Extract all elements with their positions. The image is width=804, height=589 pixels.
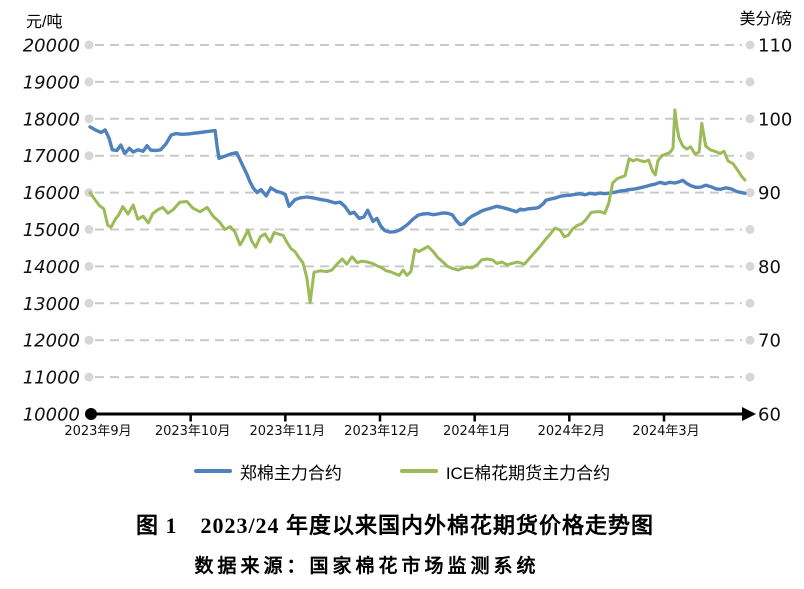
right-axis-tick-label: 60 — [758, 405, 781, 426]
right-axis-tick-label: 90 — [758, 183, 781, 204]
left-axis-tick-label: 11000 — [23, 368, 80, 389]
gridline-right-dot — [745, 335, 755, 345]
legend: 郑棉主力合约 ICE棉花期货主力合约 — [0, 458, 804, 484]
x-axis-month-label: 2023年12月 — [344, 424, 420, 439]
gridline-left-dot — [84, 77, 94, 87]
price-chart: 10000 11000 12000 13000 14000 15000 16000 17000… — [23, 11, 793, 440]
gridline-left-dot — [84, 335, 94, 345]
gridline-left-dot — [84, 298, 94, 308]
gridline-left-dot — [84, 114, 94, 124]
gridline-left-dot — [84, 225, 94, 234]
figure-title: 图 1 2023/24 年度以来国内外棉花期货价格走势图 — [135, 513, 655, 538]
gridline-right-dot — [745, 114, 755, 124]
right-axis-unit-label: 美分/磅 — [739, 11, 792, 28]
x-axis-month-label: 2023年11月 — [250, 424, 326, 439]
x-axis-arrow — [742, 407, 756, 421]
gridline-right-dot — [745, 151, 755, 161]
right-axis-tick-label: 100 — [758, 109, 792, 130]
plot-svg: 10000 11000 12000 13000 14000 15000 16000 17000… — [23, 36, 793, 440]
left-axis-unit-label: 元/吨 — [26, 14, 63, 31]
gridline-right-dot — [745, 298, 755, 308]
gridline-right-dot — [745, 261, 755, 271]
x-axis-month-label: 2023年9月 — [64, 424, 131, 439]
gridline-right-dot — [745, 225, 755, 234]
legend-label-ice: ICE棉花期货主力合约 — [445, 463, 611, 483]
gridline-left-dot — [84, 372, 94, 382]
left-axis-tick-label: 10000 — [23, 405, 80, 426]
right-axis-tick-label: 80 — [758, 257, 781, 278]
figure-source: 数据来源：国家棉花市场监测系统 — [194, 556, 540, 577]
legend-item-zhengmian: 郑棉主力合约 — [193, 459, 342, 484]
x-axis-month-label: 2023年10月 — [155, 424, 231, 439]
series-line-ice — [88, 108, 747, 305]
left-axis-tick-label: 17000 — [23, 146, 80, 167]
left-axis-tick-label: 13000 — [23, 294, 80, 315]
left-axis-tick-label: 15000 — [23, 220, 80, 241]
gridline-right-dot — [745, 40, 755, 50]
x-axis-month-label: 2024年1月 — [443, 424, 510, 439]
gridline-left-dot — [84, 151, 94, 161]
right-axis-tick-label: 110 — [758, 36, 792, 57]
left-axis-tick-label: 14000 — [23, 257, 80, 278]
gridline-right-dot — [745, 188, 755, 198]
legend-item-ice: ICE棉花期货主力合约 — [399, 459, 611, 484]
left-axis-tick-label: 19000 — [23, 72, 80, 93]
gridline-left-dot — [84, 40, 94, 50]
left-axis-tick-label: 20000 — [23, 36, 80, 57]
x-axis-month-label: 2024年2月 — [538, 424, 605, 439]
right-axis-tick-label: 70 — [758, 331, 781, 352]
gridline-right-dot — [745, 77, 755, 87]
gridline-left-dot — [84, 261, 94, 271]
left-axis-tick-label: 18000 — [23, 109, 80, 130]
left-axis-tick-label: 12000 — [23, 331, 80, 352]
series-line-zhengmian — [88, 125, 747, 234]
legend-label-zhengmian: 郑棉主力合约 — [239, 463, 342, 483]
left-axis-tick-label: 16000 — [23, 183, 80, 204]
x-axis-origin-dot — [85, 408, 97, 420]
gridline-right-dot — [745, 372, 755, 382]
zhengmian-line-swatch — [193, 469, 232, 473]
ice-line-swatch — [399, 469, 438, 473]
x-axis-month-label: 2024年3月 — [632, 424, 699, 439]
